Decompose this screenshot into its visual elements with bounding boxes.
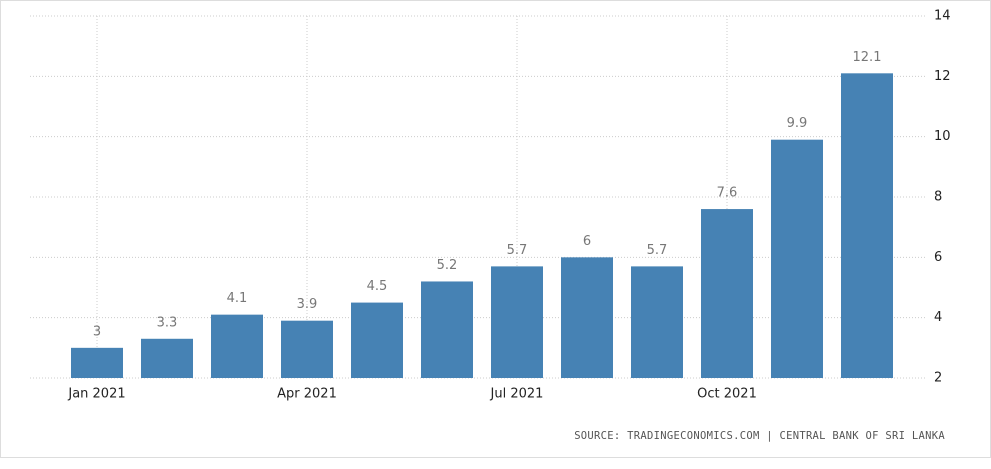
- value-label: 4.5: [367, 279, 388, 294]
- x-tick-label: Jul 2021: [490, 387, 544, 402]
- value-label: 5.7: [647, 243, 668, 258]
- value-label: 3.9: [297, 297, 318, 312]
- bar: [421, 281, 473, 378]
- bar: [71, 347, 123, 378]
- bar: [351, 302, 403, 378]
- bar: [631, 266, 683, 378]
- x-tick-label: Apr 2021: [277, 387, 337, 402]
- bar: [701, 209, 753, 378]
- x-tick-label: Oct 2021: [697, 387, 757, 402]
- value-label: 7.6: [717, 186, 738, 201]
- bar: [211, 314, 263, 378]
- bar: [141, 338, 193, 378]
- value-label: 6: [583, 234, 591, 249]
- y-tick-label: 4: [934, 310, 942, 325]
- bar: [491, 266, 543, 378]
- bar: [561, 257, 613, 378]
- bar: [281, 320, 333, 378]
- value-label: 5.2: [437, 258, 458, 273]
- y-tick-label: 14: [934, 9, 951, 24]
- value-label: 3.3: [157, 315, 178, 330]
- y-tick-label: 6: [934, 250, 942, 265]
- source: SOURCE: TRADINGECONOMICS.COM | CENTRAL B…: [574, 430, 945, 442]
- y-tick-label: 10: [934, 129, 951, 144]
- bar: [771, 139, 823, 378]
- y-tick-label: 12: [934, 69, 951, 84]
- value-label: 3: [93, 324, 101, 339]
- value-label: 9.9: [787, 116, 808, 131]
- value-label: 12.1: [853, 50, 882, 65]
- bar: [841, 73, 893, 379]
- value-label: 5.7: [507, 243, 528, 258]
- y-tick-label: 2: [934, 371, 942, 386]
- y-tick-label: 8: [934, 190, 942, 205]
- x-tick-label: Jan 2021: [67, 387, 125, 402]
- value-label: 4.1: [227, 291, 248, 306]
